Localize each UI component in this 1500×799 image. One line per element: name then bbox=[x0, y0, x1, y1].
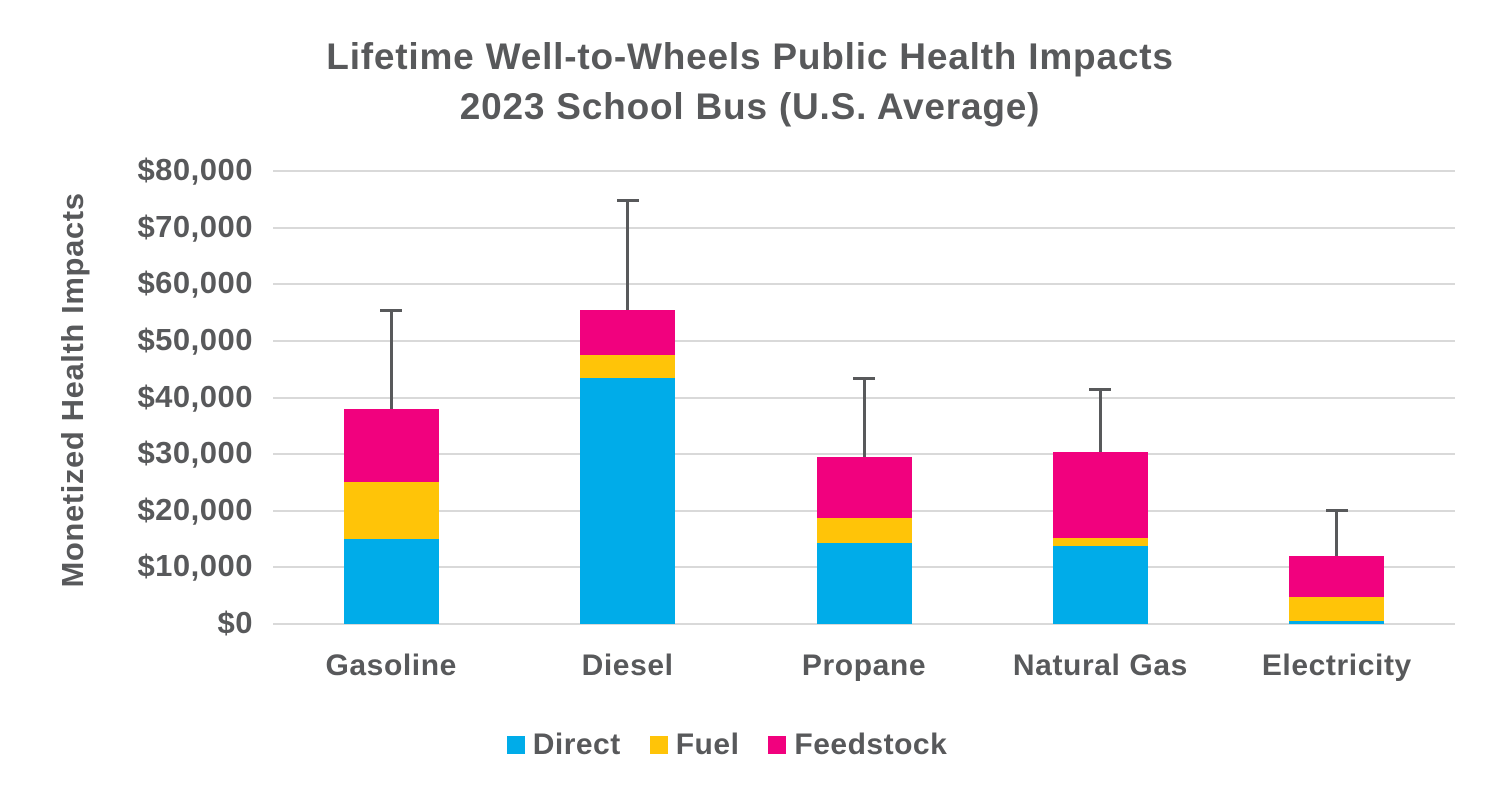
error-bar-line bbox=[1098, 389, 1102, 453]
gridline bbox=[273, 623, 1455, 625]
legend-item: Direct bbox=[506, 728, 621, 762]
bar-segment-direct bbox=[343, 539, 439, 624]
error-bar-cap bbox=[616, 199, 639, 203]
bar-segment-feedstock bbox=[1052, 452, 1148, 538]
bar-segment-fuel bbox=[343, 482, 439, 540]
bar-segment-direct bbox=[580, 377, 676, 624]
y-tick-label: $80,000 bbox=[137, 152, 253, 187]
bar-segment-feedstock bbox=[1289, 556, 1385, 597]
gridline bbox=[273, 283, 1455, 286]
gridline bbox=[273, 226, 1455, 229]
bar-segment-feedstock bbox=[343, 408, 439, 483]
legend-label: Feedstock bbox=[794, 728, 948, 761]
error-bar-cap bbox=[380, 308, 403, 312]
y-tick-label: $50,000 bbox=[137, 321, 253, 357]
x-category-label: Electricity bbox=[1261, 649, 1412, 682]
x-axis-category-labels: Gasoline Diesel Propane Natural Gas Electric… bbox=[273, 649, 1455, 689]
bar-segment-fuel bbox=[1052, 537, 1148, 547]
error-bar-cap bbox=[853, 376, 875, 380]
error-bar-line bbox=[862, 377, 866, 457]
x-category-label: Natural Gas bbox=[1012, 649, 1188, 682]
legend-item: Feedstock bbox=[768, 728, 947, 762]
chart-title-line1: Lifetime Well-to-Wheels Public Health Im… bbox=[326, 36, 1174, 77]
legend-swatch-fuel bbox=[649, 736, 668, 754]
legend: Direct Fuel Feedstock bbox=[0, 728, 1500, 762]
bar-segment-fuel bbox=[816, 517, 912, 544]
x-category-label: Gasoline bbox=[325, 649, 457, 682]
y-tick-label: $10,000 bbox=[137, 548, 253, 584]
y-tick-label: $70,000 bbox=[137, 208, 253, 244]
y-tick-label: $0 bbox=[217, 605, 253, 640]
bar-segment-fuel bbox=[1289, 596, 1385, 622]
legend-label: Fuel bbox=[675, 728, 740, 761]
bar-segment-feedstock bbox=[816, 456, 912, 518]
bar-segment-direct bbox=[816, 543, 912, 624]
y-tick-label: $40,000 bbox=[137, 378, 253, 414]
y-tick-label: $30,000 bbox=[137, 435, 253, 471]
x-category-label: Propane bbox=[801, 649, 927, 682]
chart-title-line2: 2023 School Bus (U.S. Average) bbox=[459, 86, 1041, 127]
error-bar-line bbox=[389, 309, 393, 409]
bar-segment-direct bbox=[1052, 546, 1148, 624]
plot-area bbox=[273, 170, 1455, 625]
y-tick-label: $60,000 bbox=[137, 265, 253, 301]
gridline bbox=[273, 170, 1455, 172]
legend-label: Direct bbox=[532, 728, 621, 761]
legend-item: Fuel bbox=[649, 728, 740, 762]
legend-swatch-feedstock bbox=[768, 736, 787, 754]
error-bar-line bbox=[1335, 509, 1339, 557]
x-category-label: Diesel bbox=[581, 649, 674, 682]
bar-segment-fuel bbox=[580, 355, 676, 378]
error-bar-cap bbox=[1089, 388, 1112, 391]
legend-swatch-direct bbox=[506, 736, 525, 754]
bar-segment-feedstock bbox=[580, 309, 676, 356]
y-tick-label: $20,000 bbox=[137, 491, 253, 527]
error-bar-cap bbox=[1325, 508, 1348, 512]
bar-segment-direct bbox=[1289, 621, 1385, 624]
chart-title: Lifetime Well-to-Wheels Public Health Im… bbox=[0, 32, 1500, 132]
error-bar-line bbox=[626, 200, 630, 310]
gridline bbox=[273, 339, 1455, 342]
